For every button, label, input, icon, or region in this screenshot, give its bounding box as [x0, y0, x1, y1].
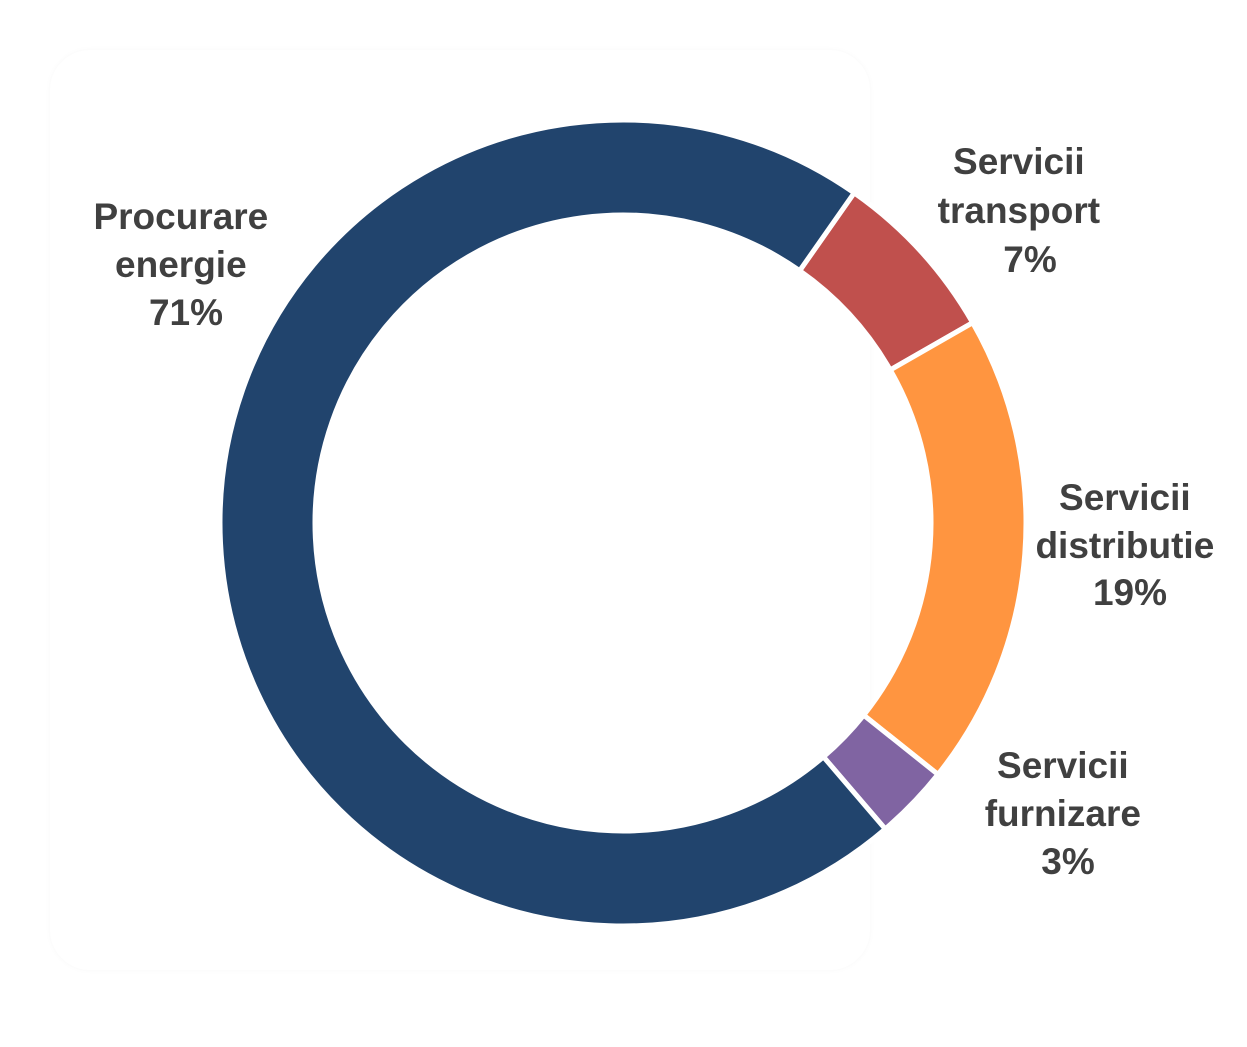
slice-label-furnizare-line2: furnizare — [985, 793, 1141, 834]
slice-label-furnizare-line1: Servicii — [997, 745, 1129, 786]
donut-slices — [217, 117, 1029, 929]
slice-label-distributie-line1: Servicii — [1059, 477, 1191, 518]
donut-slice-distributie — [860, 319, 1029, 778]
donut-slice-energie — [217, 117, 889, 929]
slice-label-transport-value: 7% — [1003, 239, 1056, 280]
slice-label-distributie-line2: distributie — [1035, 525, 1214, 566]
slice-label-distributie-value: 19% — [1093, 572, 1167, 613]
slice-label-furnizare: Servicii furnizare 3% — [985, 745, 1152, 882]
slice-label-transport-line2: transport — [938, 190, 1100, 231]
slice-label-transport-line1: Servicii — [953, 141, 1085, 182]
slice-label-procurare-line2: energie — [115, 244, 247, 285]
slice-label-procurare-line1: Procurare — [93, 196, 268, 237]
slice-label-distributie: Servicii distributie 19% — [1035, 477, 1224, 613]
slice-label-procurare-value: 71% — [149, 292, 223, 333]
slice-label-furnizare-value: 3% — [1041, 841, 1094, 882]
slice-label-transport: Servicii transport 7% — [938, 141, 1111, 280]
slice-label-procurare: Procurare energie 71% — [93, 196, 278, 333]
